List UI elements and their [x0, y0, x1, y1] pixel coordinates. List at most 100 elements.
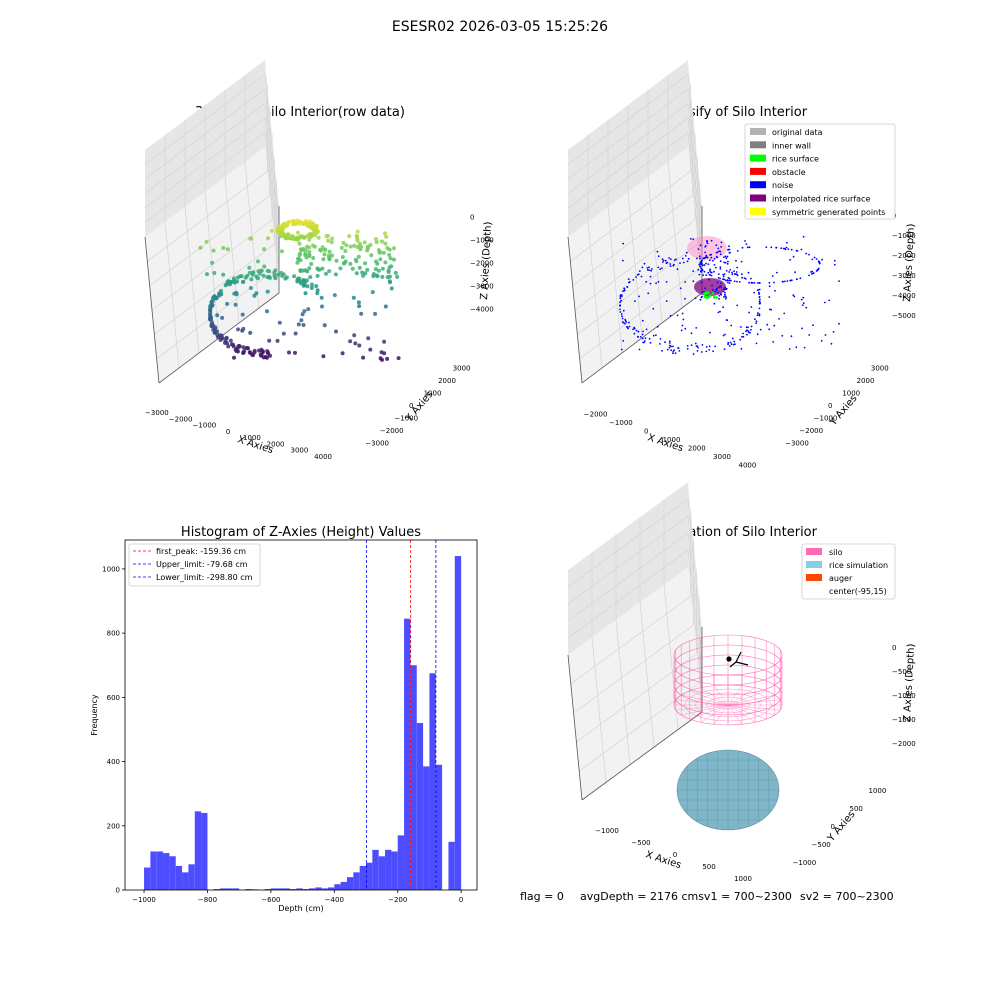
data-point — [303, 253, 308, 258]
noise-point — [710, 253, 713, 256]
noise-point — [687, 257, 690, 260]
data-point — [320, 266, 325, 271]
noise-point — [708, 345, 711, 348]
legend-label: rice surface — [772, 155, 819, 164]
x-tick-label: 2000 — [267, 440, 285, 448]
noise-point — [681, 324, 684, 327]
histogram-bar — [378, 856, 386, 890]
data-point — [231, 276, 236, 281]
x-tick-label: −1000 — [595, 827, 619, 835]
legend-label: auger — [829, 574, 853, 583]
noise-point — [641, 337, 644, 340]
silo-floor-spoke — [727, 704, 767, 720]
noise-point — [633, 332, 636, 335]
data-point — [299, 318, 304, 323]
noise-point — [656, 250, 659, 253]
silo-floor-spoke — [727, 685, 743, 706]
noise-point — [681, 257, 684, 260]
noise-point — [692, 238, 694, 241]
grid-line — [591, 637, 607, 783]
noise-point — [724, 286, 726, 289]
noise-point — [817, 268, 819, 271]
noise-point — [733, 272, 736, 275]
data-point — [296, 322, 301, 327]
data-point — [395, 274, 400, 279]
noise-point — [724, 255, 727, 258]
data-point — [220, 315, 225, 320]
grid-line — [567, 515, 703, 662]
data-point — [297, 253, 302, 258]
data-point — [380, 357, 384, 362]
y-tick-label: 800 — [107, 630, 120, 638]
noise-point — [668, 346, 671, 349]
histogram-bar — [321, 888, 328, 890]
data-point — [262, 247, 267, 252]
noise-point — [628, 280, 631, 283]
data-point — [389, 264, 394, 269]
noise-point — [662, 259, 665, 262]
noise-point — [649, 342, 652, 344]
data-point — [300, 268, 305, 273]
noise-point — [619, 311, 622, 313]
noise-point — [824, 301, 826, 304]
noise-point — [621, 317, 624, 320]
noise-point — [736, 274, 739, 277]
noise-point — [759, 298, 761, 301]
silo-floor-spoke — [675, 704, 729, 711]
data-point — [327, 256, 332, 261]
histogram-bar — [435, 764, 443, 890]
silo-floor-spoke — [713, 704, 729, 725]
noise-point — [641, 333, 644, 336]
noise-point — [719, 253, 722, 256]
noise-point — [641, 319, 644, 322]
panel-classify-3d: 3D classify of Silo Interior −2000−10000… — [567, 60, 917, 470]
noise-point — [620, 313, 623, 315]
histogram-bar — [220, 888, 227, 890]
noise-point — [725, 257, 728, 259]
noise-point — [753, 291, 755, 294]
data-point — [232, 355, 236, 360]
noise-point — [748, 246, 751, 249]
noise-point — [772, 341, 775, 343]
rice-surface-point — [712, 295, 716, 299]
noise-point — [728, 345, 731, 347]
noise-point — [733, 340, 736, 343]
noise-point — [820, 340, 823, 342]
noise-point — [796, 250, 799, 252]
noise-point — [710, 274, 713, 277]
noise-point — [634, 300, 636, 302]
x-tick-label: 4000 — [738, 462, 756, 470]
noise-point — [710, 271, 713, 274]
data-point — [366, 336, 371, 341]
x-tick-label: 1000 — [734, 875, 752, 883]
data-point — [212, 271, 217, 275]
data-point — [332, 293, 337, 298]
noise-point — [717, 247, 720, 250]
legend-label: Upper_limit: -79.68 cm — [156, 560, 248, 569]
data-point — [303, 291, 308, 296]
histogram-legend-box — [128, 543, 261, 587]
noise-point — [746, 329, 748, 331]
noise-point — [757, 289, 760, 291]
noise-point — [750, 281, 753, 284]
noise-point — [799, 277, 802, 280]
data-point — [357, 343, 362, 348]
z-tick-label: −2000 — [892, 740, 916, 748]
noise-point — [770, 246, 773, 249]
x-tick-label: 3000 — [290, 447, 308, 455]
noise-point — [723, 348, 726, 350]
noise-point — [648, 269, 651, 271]
noise-point — [716, 291, 719, 294]
histogram-bar — [340, 881, 347, 890]
data-point — [308, 275, 313, 280]
y-tick-label: 2000 — [857, 377, 875, 385]
grid-line — [567, 532, 703, 679]
data-point — [281, 331, 286, 336]
noise-point — [727, 343, 729, 346]
noise-point — [768, 281, 771, 284]
noise-point — [620, 295, 623, 298]
noise-point — [735, 271, 738, 273]
y-tick-label: 400 — [107, 758, 120, 766]
data-point — [330, 253, 334, 258]
noise-point — [813, 256, 816, 259]
